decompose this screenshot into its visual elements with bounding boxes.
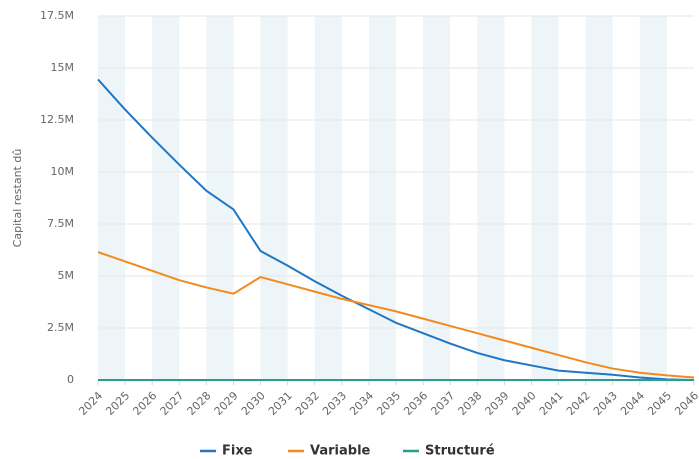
band [639,16,667,380]
legend-label: Variable [310,444,371,459]
x-tick-label: 2031 [266,389,295,418]
x-tick-label: 2038 [456,389,485,418]
x-tick-label: 2035 [374,389,403,418]
y-tick-label: 2.5M [47,321,74,334]
legend-item[interactable]: Variable [288,444,371,459]
band [531,16,559,380]
y-tick-label: 17.5M [40,9,74,22]
series-line [97,78,695,381]
x-tick-label: 2044 [618,389,647,418]
legend-label: Structuré [425,444,495,459]
legend-item[interactable]: Structuré [403,444,495,459]
x-tick-label: 2046 [672,389,699,418]
x-tick-label: 2041 [537,389,566,418]
y-axis-label: Capital restant dû [11,149,24,248]
band [206,16,234,380]
x-tick-label: 2030 [239,389,268,418]
x-tick-label: 2024 [76,389,105,418]
y-tick-label: 7.5M [47,217,74,230]
x-tick-label: 2028 [185,389,214,418]
x-tick-label: 2026 [130,389,159,418]
x-tick-label: 2036 [401,389,430,418]
series-line [97,251,695,379]
x-tick-label: 2039 [483,389,512,418]
legend-label: Fixe [222,444,253,459]
band [152,16,180,380]
x-tick-label: 2043 [591,389,620,418]
band [98,16,126,380]
x-tick-label: 2045 [645,389,674,418]
x-tick-label: 2033 [320,389,349,418]
x-tick-label: 2042 [564,389,593,418]
band [477,16,505,380]
y-tick-label: 10M [51,165,75,178]
band [260,16,288,380]
x-tick-label: 2034 [347,389,376,418]
y-tick-label: 5M [58,269,75,282]
y-tick-label: 15M [51,61,75,74]
x-tick-label: 2027 [158,389,187,418]
x-tick-label: 2037 [428,389,457,418]
x-tick-label: 2040 [510,389,539,418]
y-tick-label: 12.5M [40,113,74,126]
y-tick-label: 0 [67,373,74,386]
legend-item[interactable]: Fixe [200,444,253,459]
x-tick-label: 2032 [293,389,322,418]
band [368,16,396,380]
x-tick-label: 2029 [212,389,241,418]
band [585,16,613,380]
x-tick-label: 2025 [103,389,132,418]
band [314,16,342,380]
